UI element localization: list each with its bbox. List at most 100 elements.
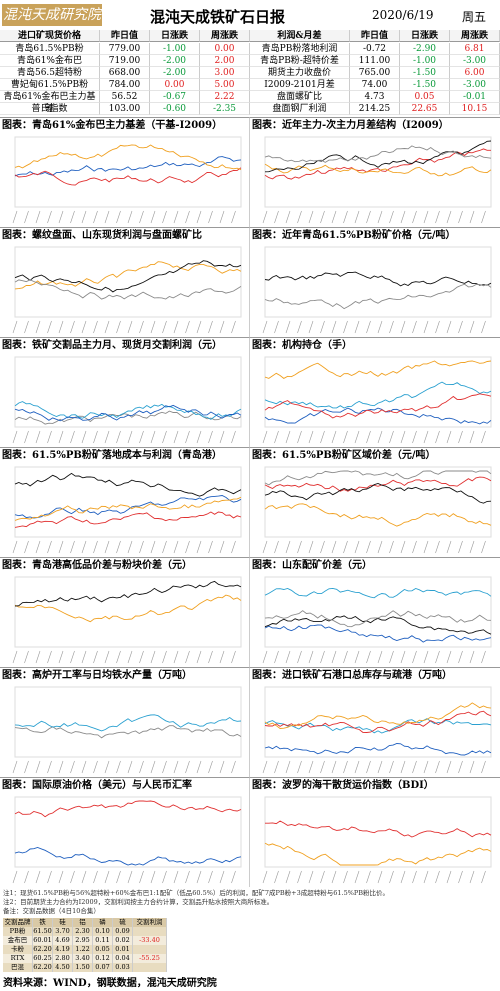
axis-label-placeholder	[423, 210, 429, 224]
decorative-line	[14, 594, 242, 623]
chart-graphic	[262, 246, 492, 334]
date: 2020/6/19	[372, 8, 434, 22]
axis-label-placeholder	[469, 540, 475, 554]
table-cell: 3.40	[73, 954, 93, 963]
note: 备注：交割品数据（4日10合集）	[3, 907, 100, 915]
axis-label-placeholder	[285, 430, 291, 444]
chart-panel: 图表：青岛港高低品价差与粉块价差（元）	[0, 557, 250, 667]
axis-label-placeholder	[162, 210, 167, 224]
axis-label-placeholder	[81, 210, 87, 224]
table-cell: 62.20	[33, 945, 53, 954]
chart-panel: 图表：山东配矿价差（元）	[250, 557, 500, 667]
table-cell: 青岛61%金布巴	[0, 55, 100, 67]
axis-label-placeholder	[446, 760, 452, 774]
axis-label-placeholder	[308, 650, 314, 664]
axis-label-placeholder	[116, 430, 121, 444]
axis-label-placeholder	[196, 540, 202, 554]
axis-label-placeholder	[35, 870, 41, 884]
axis-label-placeholder	[185, 430, 190, 444]
table-cell: 2.95	[73, 936, 93, 945]
panel-title: 图表：铁矿交割品主力月、现货月交割利润（元）	[2, 340, 222, 351]
axis-label-placeholder	[173, 320, 179, 334]
note: 注2：目前期货主力合约为I2009，交割利润按主力合约计算，交割品升贴水按照大商…	[3, 898, 274, 906]
axis-label-placeholder	[389, 540, 394, 554]
table-cell: 0.05	[93, 945, 113, 954]
axis-label-placeholder	[93, 320, 98, 334]
table-cell: 62.20	[33, 963, 53, 972]
table-cell: 青岛PB粉-超特价差	[250, 55, 350, 67]
axis-label-placeholder	[331, 540, 337, 554]
table-cell: 普氏指数	[0, 103, 100, 115]
axis-label-placeholder	[12, 540, 18, 554]
axis-label-placeholder	[231, 430, 236, 444]
axis-label-placeholder	[458, 430, 463, 444]
plot-frame	[264, 576, 492, 648]
axis-label-placeholder	[400, 870, 406, 884]
axis-label-placeholder	[285, 540, 291, 554]
table-cell	[133, 963, 167, 972]
axis-label-placeholder	[185, 320, 190, 334]
panel-title: 图表：山东配矿价差（元）	[252, 560, 372, 571]
axis-label-placeholder	[377, 430, 383, 444]
axis-label-placeholder	[81, 760, 87, 774]
axis-label-placeholder	[469, 650, 475, 664]
axis-label-placeholder	[150, 760, 156, 774]
table-cell: -2.00	[150, 55, 200, 67]
axis-label-placeholder	[12, 760, 18, 774]
axis-label-placeholder	[104, 650, 110, 664]
axis-label-placeholder	[389, 320, 394, 334]
decorative-line	[14, 472, 242, 497]
axis-label-placeholder	[400, 430, 406, 444]
axis-label-placeholder	[320, 870, 325, 884]
axis-label-placeholder	[219, 430, 225, 444]
axis-label-placeholder	[343, 760, 348, 774]
axis-label-placeholder	[400, 320, 406, 334]
axis-label-placeholder	[366, 320, 371, 334]
axis-label-placeholder	[208, 320, 213, 334]
table-cell: 曹妃甸61.5%PB粉	[0, 79, 100, 91]
table-cell: I2009-2101月差	[250, 79, 350, 91]
decorative-line	[14, 279, 242, 300]
chart-graphic	[12, 466, 242, 554]
axis-label-placeholder	[24, 320, 29, 334]
axis-label-placeholder	[446, 540, 452, 554]
chart-graphic	[12, 796, 242, 884]
axis-label-placeholder	[297, 650, 302, 664]
table-cell: 719.00	[100, 55, 150, 67]
axis-label-placeholder	[308, 430, 314, 444]
axis-label-placeholder	[150, 430, 156, 444]
axis-label-placeholder	[116, 870, 121, 884]
axis-label-placeholder	[377, 870, 383, 884]
axis-label-placeholder	[458, 540, 463, 554]
axis-label-placeholder	[196, 760, 202, 774]
decorative-line	[264, 587, 492, 599]
axis-label-placeholder	[285, 650, 291, 664]
chart-panel: 图表：61.5%PB粉矿区域价差（元/吨）	[250, 447, 500, 557]
axis-label-placeholder	[377, 320, 383, 334]
table-cell: 青岛61.5%PB粉	[0, 43, 100, 55]
axis-label-placeholder	[139, 210, 144, 224]
decorative-line	[14, 847, 242, 866]
axis-label-placeholder	[104, 870, 110, 884]
axis-label-placeholder	[208, 650, 213, 664]
column-header: 铁	[33, 918, 53, 927]
table-cell: 0.01	[113, 945, 133, 954]
axis-label-placeholder	[231, 540, 236, 554]
axis-label-placeholder	[343, 430, 348, 444]
panel-title: 图表：青岛港高低品价差与粉块价差（元）	[2, 560, 192, 571]
axis-label-placeholder	[481, 320, 486, 334]
column-header: 交割利润	[133, 918, 167, 927]
axis-label-placeholder	[423, 320, 429, 334]
decorative-line	[14, 725, 242, 739]
plot-frame	[14, 576, 242, 648]
axis-label-placeholder	[104, 430, 110, 444]
panel-title: 图表：近年主力-次主力月差结构（I2009）	[252, 120, 449, 131]
axis-label-placeholder	[435, 870, 440, 884]
table-cell: 779.00	[100, 43, 150, 55]
axis-label-placeholder	[116, 210, 121, 224]
decorative-line	[14, 495, 242, 519]
axis-label-placeholder	[12, 650, 18, 664]
axis-label-placeholder	[104, 760, 110, 774]
table-cell: -1.50	[400, 67, 450, 79]
table-cell: 6.00	[450, 67, 500, 79]
